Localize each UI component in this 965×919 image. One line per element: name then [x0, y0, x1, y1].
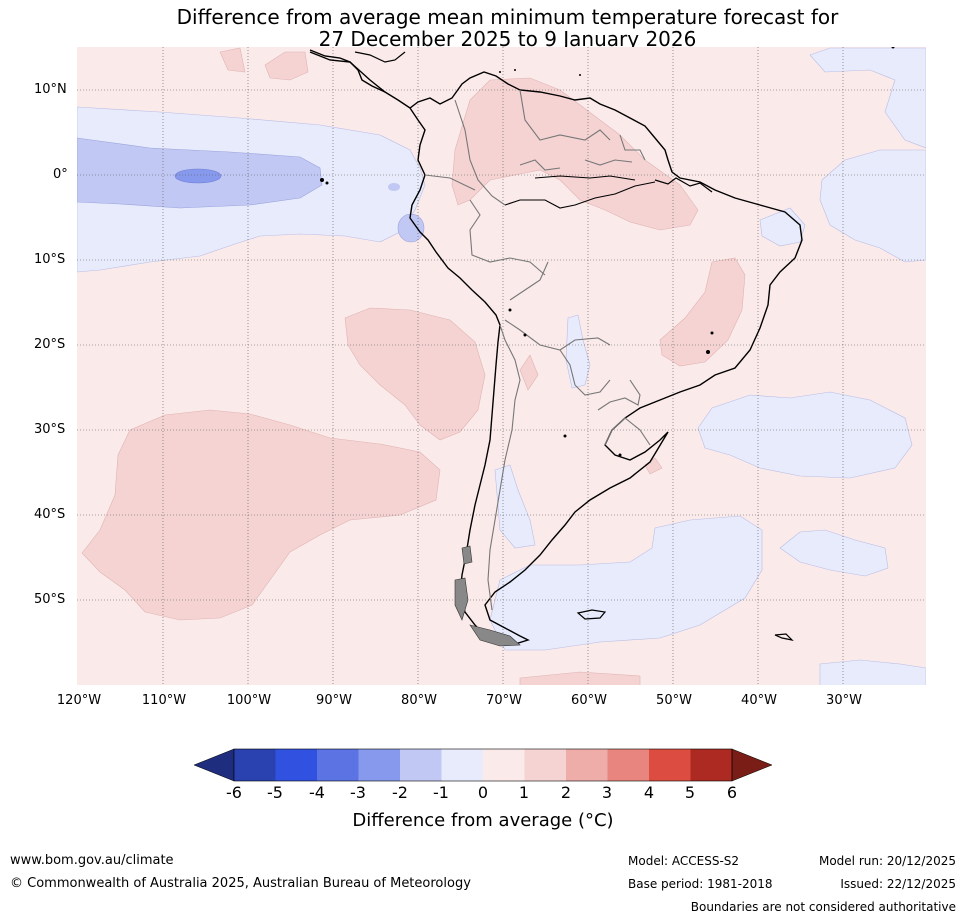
- cool-anomaly-north-atlantic: [809, 47, 926, 149]
- warm-anomaly-south-pacific-east: [344, 307, 486, 441]
- colorbar-tick-6: 6: [726, 783, 738, 802]
- lon-label-50w: 50°W: [656, 693, 692, 708]
- graticule: [77, 47, 926, 685]
- footer-disclaimer: Boundaries are not considered authoritat…: [690, 900, 956, 914]
- footer-model: Model: ACCESS-S2: [628, 854, 740, 868]
- colorbar-swatch: [690, 749, 732, 781]
- lat-label-30s: 30°S: [34, 422, 66, 437]
- caribbean-coast: [354, 51, 406, 63]
- south-america-coastline: [309, 51, 803, 645]
- lon-label-30w: 30°W: [826, 693, 862, 708]
- lon-label-80w: 80°W: [401, 693, 437, 708]
- lat-label-40s: 40°S: [34, 507, 66, 522]
- colorbar-tick-4: 4: [643, 783, 655, 802]
- colorbar-swatch: [649, 749, 691, 781]
- colorbar-tick-m5: -5: [267, 783, 283, 802]
- colorbar-tick-3: 3: [601, 783, 613, 802]
- cool-anomaly-brazil-coast: [759, 207, 806, 247]
- colorbar-swatch: [234, 749, 276, 781]
- lon-label-70w: 70°W: [486, 693, 522, 708]
- colorbar-tick-m3: -3: [350, 783, 366, 802]
- cool-anomaly-south-atlantic-1: [697, 391, 913, 479]
- amazon-delta: [654, 177, 713, 193]
- cool-anomaly-south-atlantic-2: [489, 515, 763, 651]
- lon-label-90w: 90°W: [316, 693, 352, 708]
- map-title-line-2: 27 December 2025 to 9 January 2026: [318, 27, 697, 51]
- lat-label-50s: 50°S: [34, 592, 66, 607]
- colorbar-swatch: [275, 749, 317, 781]
- lat-label-20s: 20°S: [34, 337, 66, 352]
- colorbar-frame: [233, 748, 733, 782]
- map-title-line-1: Difference from average mean minimum tem…: [176, 5, 839, 29]
- lon-label-110w: 110°W: [141, 693, 187, 708]
- cool-anomaly-patagonia: [494, 464, 536, 549]
- footer-copyright: © Commonwealth of Australia 2025, Austra…: [10, 876, 471, 891]
- footer-base-period: Base period: 1981-2018: [628, 877, 773, 891]
- warm-anomaly-brazil: [659, 257, 746, 367]
- lon-label-40w: 40°W: [741, 693, 777, 708]
- lat-label-10n: 10°N: [34, 82, 67, 97]
- colorbar-tick-5: 5: [684, 783, 696, 802]
- colorbar-swatch: [607, 749, 649, 781]
- warm-anomaly-northern-sa: [451, 77, 699, 231]
- warm-anomaly-north-pacific: [264, 51, 309, 81]
- colorbar-tick-m6: -6: [226, 783, 242, 802]
- central-america-coastline: [309, 49, 386, 93]
- colorbar-tick-m1: -1: [433, 783, 449, 802]
- lon-label-120w: 120°W: [56, 693, 102, 708]
- colorbar-swatch: [317, 749, 359, 781]
- colorbar: [193, 748, 773, 782]
- map-plot-area: [77, 47, 926, 685]
- lat-label-0: 0°: [53, 167, 68, 182]
- lat-label-10s: 10°S: [34, 252, 66, 267]
- colorbar-swatch: [524, 749, 566, 781]
- small-islands: [320, 47, 895, 457]
- amazon-river: [504, 181, 656, 209]
- cool-anomaly-inland: [565, 314, 591, 389]
- warm-anomaly-small-1: [519, 354, 539, 391]
- cool-anomaly-south-tip: [819, 659, 926, 685]
- colorbar-title: Difference from average (°C): [352, 810, 614, 831]
- country-boundaries: [424, 89, 651, 611]
- cool-anomaly-south-atlantic-3: [779, 529, 889, 577]
- colorbar-tick-2: 2: [560, 783, 572, 802]
- lon-label-60w: 60°W: [571, 693, 607, 708]
- footer-url: www.bom.gov.au/climate: [10, 853, 174, 868]
- colorbar-swatch: [483, 749, 525, 781]
- falkland-islands: [576, 609, 607, 620]
- cool-anomaly-pacific-strong: [174, 168, 222, 184]
- colorbar-tick-m4: -4: [309, 783, 325, 802]
- colorbar-tick-1: 1: [518, 783, 530, 802]
- colorbar-swatch: [400, 749, 442, 781]
- footer-issued: Issued: 22/12/2025: [840, 877, 956, 891]
- footer-model-run: Model run: 20/12/2025: [818, 854, 956, 868]
- colorbar-swatch: [566, 749, 608, 781]
- cool-anomaly-small-1: [388, 183, 400, 191]
- colorbar-swatch: [358, 749, 400, 781]
- colorbar-tick-0: 0: [477, 783, 489, 802]
- south-georgia: [774, 633, 794, 641]
- colorbar-tick-m2: -2: [392, 783, 408, 802]
- lon-label-100w: 100°W: [226, 693, 272, 708]
- colorbar-swatch: [441, 749, 483, 781]
- warm-anomaly-south: [519, 671, 641, 685]
- orinoco-river: [534, 175, 636, 181]
- patagonian-islands: [454, 545, 521, 647]
- colorbar-over-arrow: [731, 748, 773, 782]
- cool-anomaly-tropical-atlantic: [819, 149, 926, 263]
- warm-anomaly-small-3: [219, 47, 246, 73]
- colorbar-under-arrow: [193, 748, 235, 782]
